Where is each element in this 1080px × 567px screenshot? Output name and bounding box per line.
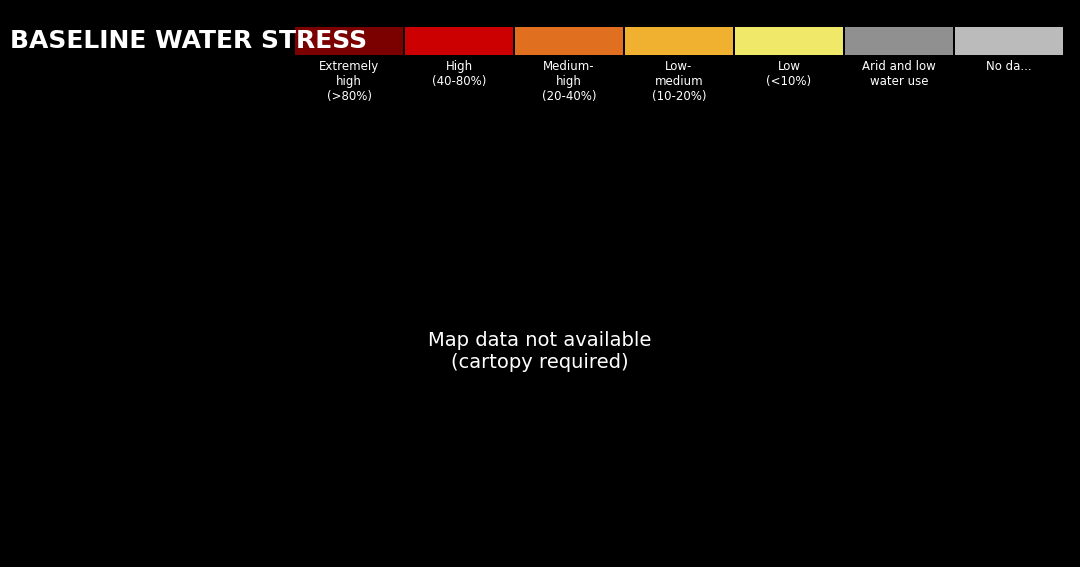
Bar — [515, 27, 623, 55]
Bar — [295, 27, 403, 55]
Bar — [405, 27, 513, 55]
Text: High
(40-80%): High (40-80%) — [432, 60, 486, 88]
Text: Low
(<10%): Low (<10%) — [767, 60, 811, 88]
Text: Arid and low
water use: Arid and low water use — [862, 60, 936, 88]
Text: No da...: No da... — [986, 60, 1031, 73]
Bar — [735, 27, 843, 55]
Bar — [625, 27, 733, 55]
Text: BASELINE WATER STRESS: BASELINE WATER STRESS — [10, 29, 367, 53]
Bar — [955, 27, 1063, 55]
Text: Low-
medium
(10-20%): Low- medium (10-20%) — [651, 60, 706, 103]
Text: Medium-
high
(20-40%): Medium- high (20-40%) — [542, 60, 596, 103]
Text: Extremely
high
(>80%): Extremely high (>80%) — [319, 60, 379, 103]
Text: Map data not available
(cartopy required): Map data not available (cartopy required… — [429, 331, 651, 372]
Bar — [845, 27, 953, 55]
